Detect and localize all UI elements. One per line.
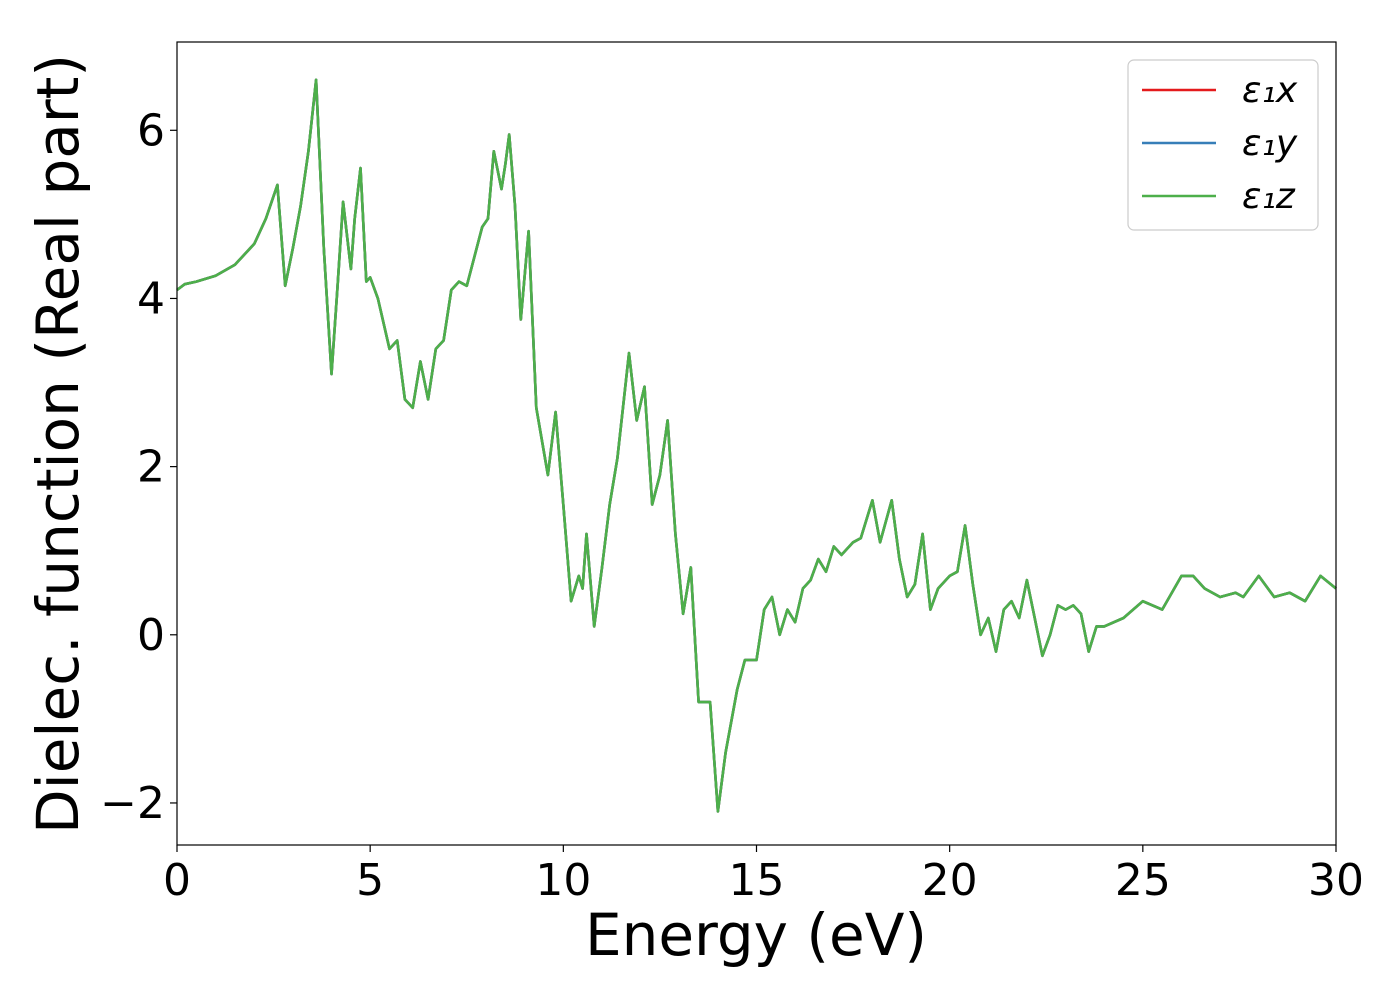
x-axis-ticks: 0 5 10 15 20 25 30 (163, 845, 1364, 906)
legend-label-eps1x: ε₁x (1242, 70, 1298, 111)
x-tick-label: 5 (356, 855, 384, 906)
legend-label-eps1z: ε₁z (1242, 176, 1296, 217)
x-tick-label: 15 (729, 855, 785, 906)
y-axis-ticks: −2 0 2 4 6 (100, 105, 177, 829)
x-tick-label: 0 (163, 855, 191, 906)
x-tick-label: 20 (922, 855, 978, 906)
x-tick-label: 10 (535, 855, 591, 906)
x-tick-label: 30 (1308, 855, 1364, 906)
x-tick-label: 25 (1115, 855, 1171, 906)
y-axis-title: Dielec. function (Real part) (24, 54, 92, 834)
legend: ε₁x ε₁y ε₁z (1127, 59, 1319, 231)
y-tick-label: 0 (137, 610, 165, 661)
series-line-2 (176, 78, 1337, 813)
legend-label-eps1y: ε₁y (1242, 123, 1298, 164)
plot-lines (176, 78, 1337, 813)
y-tick-label: 2 (137, 442, 165, 493)
y-tick-label: 4 (137, 273, 165, 324)
x-axis-title: Energy (eV) (585, 901, 927, 969)
y-tick-label: 6 (137, 105, 165, 156)
y-tick-label: −2 (100, 778, 165, 829)
legend-box (1127, 59, 1319, 231)
